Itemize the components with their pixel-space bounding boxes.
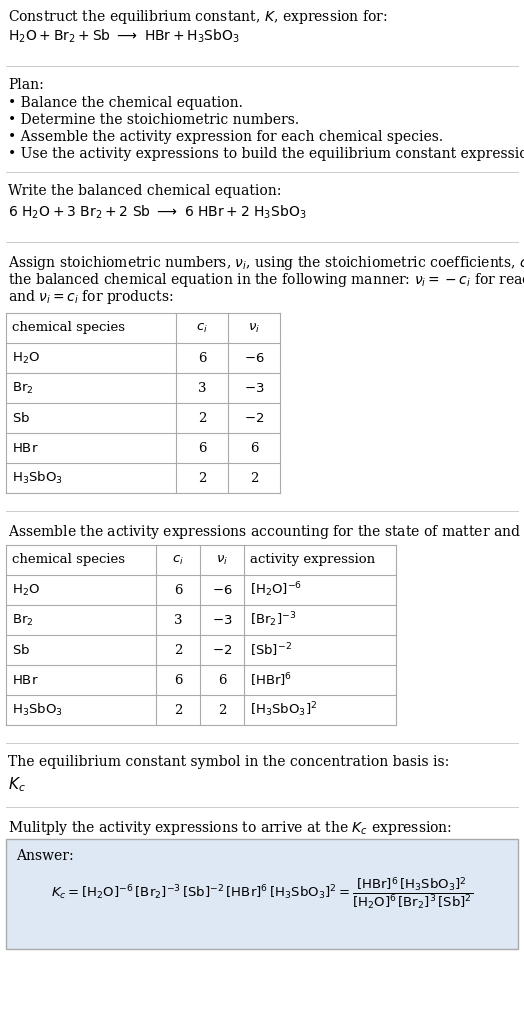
Text: $\mathrm{HBr}$: $\mathrm{HBr}$ (12, 442, 39, 454)
Text: 6: 6 (250, 442, 258, 454)
Text: $\mathrm{H_3SbO_3}$: $\mathrm{H_3SbO_3}$ (12, 702, 63, 718)
Text: 2: 2 (198, 472, 206, 485)
Text: the balanced chemical equation in the following manner: $\nu_i = -c_i$ for react: the balanced chemical equation in the fo… (8, 271, 524, 290)
Text: $[\mathrm{Sb}]^{-2}$: $[\mathrm{Sb}]^{-2}$ (250, 641, 292, 659)
Text: $[\mathrm{Br_2}]^{-3}$: $[\mathrm{Br_2}]^{-3}$ (250, 611, 296, 629)
Text: $[\mathrm{HBr}]^{6}$: $[\mathrm{HBr}]^{6}$ (250, 671, 292, 688)
Text: $K_c$: $K_c$ (8, 775, 26, 794)
Text: $c_i$: $c_i$ (196, 321, 208, 335)
Text: Construct the equilibrium constant, $K$, expression for:: Construct the equilibrium constant, $K$,… (8, 8, 388, 26)
Text: 2: 2 (218, 704, 226, 716)
Text: Assemble the activity expressions accounting for the state of matter and $\nu_i$: Assemble the activity expressions accoun… (8, 523, 524, 541)
Text: The equilibrium constant symbol in the concentration basis is:: The equilibrium constant symbol in the c… (8, 755, 449, 769)
Text: chemical species: chemical species (12, 553, 125, 567)
Text: activity expression: activity expression (250, 553, 375, 567)
Text: 2: 2 (174, 704, 182, 716)
Text: $-3$: $-3$ (244, 382, 264, 395)
Text: 6: 6 (174, 583, 182, 596)
Text: $[\mathrm{H_3SbO_3}]^{2}$: $[\mathrm{H_3SbO_3}]^{2}$ (250, 701, 318, 719)
Text: $\mathrm{H_2O}$: $\mathrm{H_2O}$ (12, 351, 40, 365)
Text: $\mathrm{H_3SbO_3}$: $\mathrm{H_3SbO_3}$ (12, 470, 63, 486)
Text: 2: 2 (250, 472, 258, 485)
Text: $\mathrm{Br_2}$: $\mathrm{Br_2}$ (12, 613, 34, 627)
Text: Answer:: Answer: (16, 849, 74, 863)
Bar (6, 545, 396, 725)
Text: 6: 6 (198, 352, 206, 364)
Bar (6, 313, 280, 493)
Text: 3: 3 (174, 614, 182, 626)
Text: • Determine the stoichiometric numbers.: • Determine the stoichiometric numbers. (8, 113, 299, 127)
Text: 3: 3 (198, 382, 206, 395)
Text: $\mathrm{HBr}$: $\mathrm{HBr}$ (12, 673, 39, 686)
Text: 6: 6 (174, 673, 182, 686)
Text: $\mathrm{Sb}$: $\mathrm{Sb}$ (12, 411, 30, 425)
Text: 2: 2 (198, 411, 206, 425)
Text: • Assemble the activity expression for each chemical species.: • Assemble the activity expression for e… (8, 130, 443, 144)
Text: Assign stoichiometric numbers, $\nu_i$, using the stoichiometric coefficients, $: Assign stoichiometric numbers, $\nu_i$, … (8, 254, 524, 272)
Text: • Balance the chemical equation.: • Balance the chemical equation. (8, 96, 243, 110)
Text: $-2$: $-2$ (212, 643, 232, 657)
Text: $-6$: $-6$ (244, 352, 264, 364)
Text: 2: 2 (174, 643, 182, 657)
Text: Write the balanced chemical equation:: Write the balanced chemical equation: (8, 184, 281, 198)
Text: and $\nu_i = c_i$ for products:: and $\nu_i = c_i$ for products: (8, 288, 173, 306)
Text: $\nu_i$: $\nu_i$ (248, 321, 260, 335)
Text: $\nu_i$: $\nu_i$ (216, 553, 228, 567)
Text: $-3$: $-3$ (212, 614, 232, 626)
Text: $\mathrm{Sb}$: $\mathrm{Sb}$ (12, 643, 30, 657)
FancyBboxPatch shape (6, 839, 518, 949)
Text: $\mathrm{H_2O + Br_2 + Sb \ \longrightarrow \ HBr + H_3SbO_3}$: $\mathrm{H_2O + Br_2 + Sb \ \longrightar… (8, 28, 240, 45)
Text: $K_c = [\mathrm{H_2O}]^{-6}\, [\mathrm{Br_2}]^{-3}\, [\mathrm{Sb}]^{-2}\, [\math: $K_c = [\mathrm{H_2O}]^{-6}\, [\mathrm{B… (51, 876, 473, 913)
Text: Mulitply the activity expressions to arrive at the $K_c$ expression:: Mulitply the activity expressions to arr… (8, 819, 452, 837)
Text: Plan:: Plan: (8, 78, 43, 92)
Text: $\mathrm{Br_2}$: $\mathrm{Br_2}$ (12, 381, 34, 396)
Text: $-2$: $-2$ (244, 411, 264, 425)
Text: chemical species: chemical species (12, 321, 125, 335)
Text: $-6$: $-6$ (212, 583, 232, 596)
Text: 6: 6 (218, 673, 226, 686)
Text: $\mathrm{6\ H_2O + 3\ Br_2 + 2\ Sb\ \longrightarrow\ 6\ HBr + 2\ H_3SbO_3}$: $\mathrm{6\ H_2O + 3\ Br_2 + 2\ Sb\ \lon… (8, 204, 307, 221)
Text: $c_i$: $c_i$ (172, 553, 184, 567)
Text: $[\mathrm{H_2O}]^{-6}$: $[\mathrm{H_2O}]^{-6}$ (250, 581, 302, 599)
Text: $\mathrm{H_2O}$: $\mathrm{H_2O}$ (12, 582, 40, 597)
Text: 6: 6 (198, 442, 206, 454)
Text: • Use the activity expressions to build the equilibrium constant expression.: • Use the activity expressions to build … (8, 147, 524, 161)
